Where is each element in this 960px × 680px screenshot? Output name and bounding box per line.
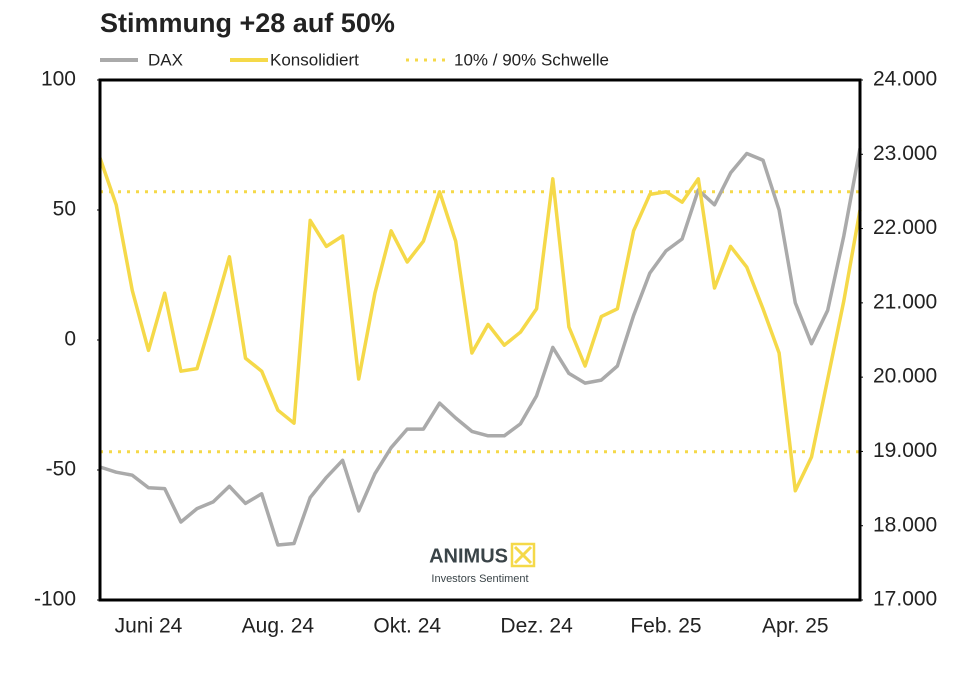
logo-icon bbox=[510, 542, 536, 568]
y2-tick-label: 17.000 bbox=[873, 588, 937, 611]
y-tick-label: 100 bbox=[41, 68, 76, 91]
y2-tick-label: 20.000 bbox=[873, 365, 937, 388]
y-tick-label: -100 bbox=[34, 588, 76, 611]
y2-tick-label: 19.000 bbox=[873, 439, 937, 462]
plot-frame bbox=[98, 78, 862, 602]
y2-tick-label: 22.000 bbox=[873, 216, 937, 239]
legend-label: 10% / 90% Schwelle bbox=[454, 50, 609, 69]
x-tick-label: Apr. 25 bbox=[762, 615, 829, 638]
y2-tick-label: 18.000 bbox=[873, 513, 937, 536]
series-line bbox=[98, 157, 862, 493]
y-tick-label: 0 bbox=[64, 328, 76, 351]
logo-title: ANIMUS bbox=[429, 545, 508, 567]
series-line bbox=[99, 147, 862, 547]
y-tick-label: 50 bbox=[53, 198, 76, 221]
x-tick-label: Juni 24 bbox=[115, 615, 183, 638]
y-tick-label: -50 bbox=[46, 458, 76, 481]
x-tick-label: Feb. 25 bbox=[630, 615, 701, 638]
x-tick-label: Okt. 24 bbox=[373, 615, 441, 638]
x-tick-label: Dez. 24 bbox=[500, 615, 573, 638]
chart-title: Stimmung +28 auf 50% bbox=[100, 8, 395, 38]
logo-subtitle: Investors Sentiment bbox=[431, 573, 528, 585]
legend-label: DAX bbox=[148, 50, 183, 69]
y2-tick-label: 23.000 bbox=[873, 142, 937, 165]
y2-tick-label: 24.000 bbox=[873, 68, 937, 91]
legend-label: Konsolidiert bbox=[270, 50, 359, 69]
y2-tick-label: 21.000 bbox=[873, 290, 937, 313]
x-tick-label: Aug. 24 bbox=[242, 615, 315, 638]
